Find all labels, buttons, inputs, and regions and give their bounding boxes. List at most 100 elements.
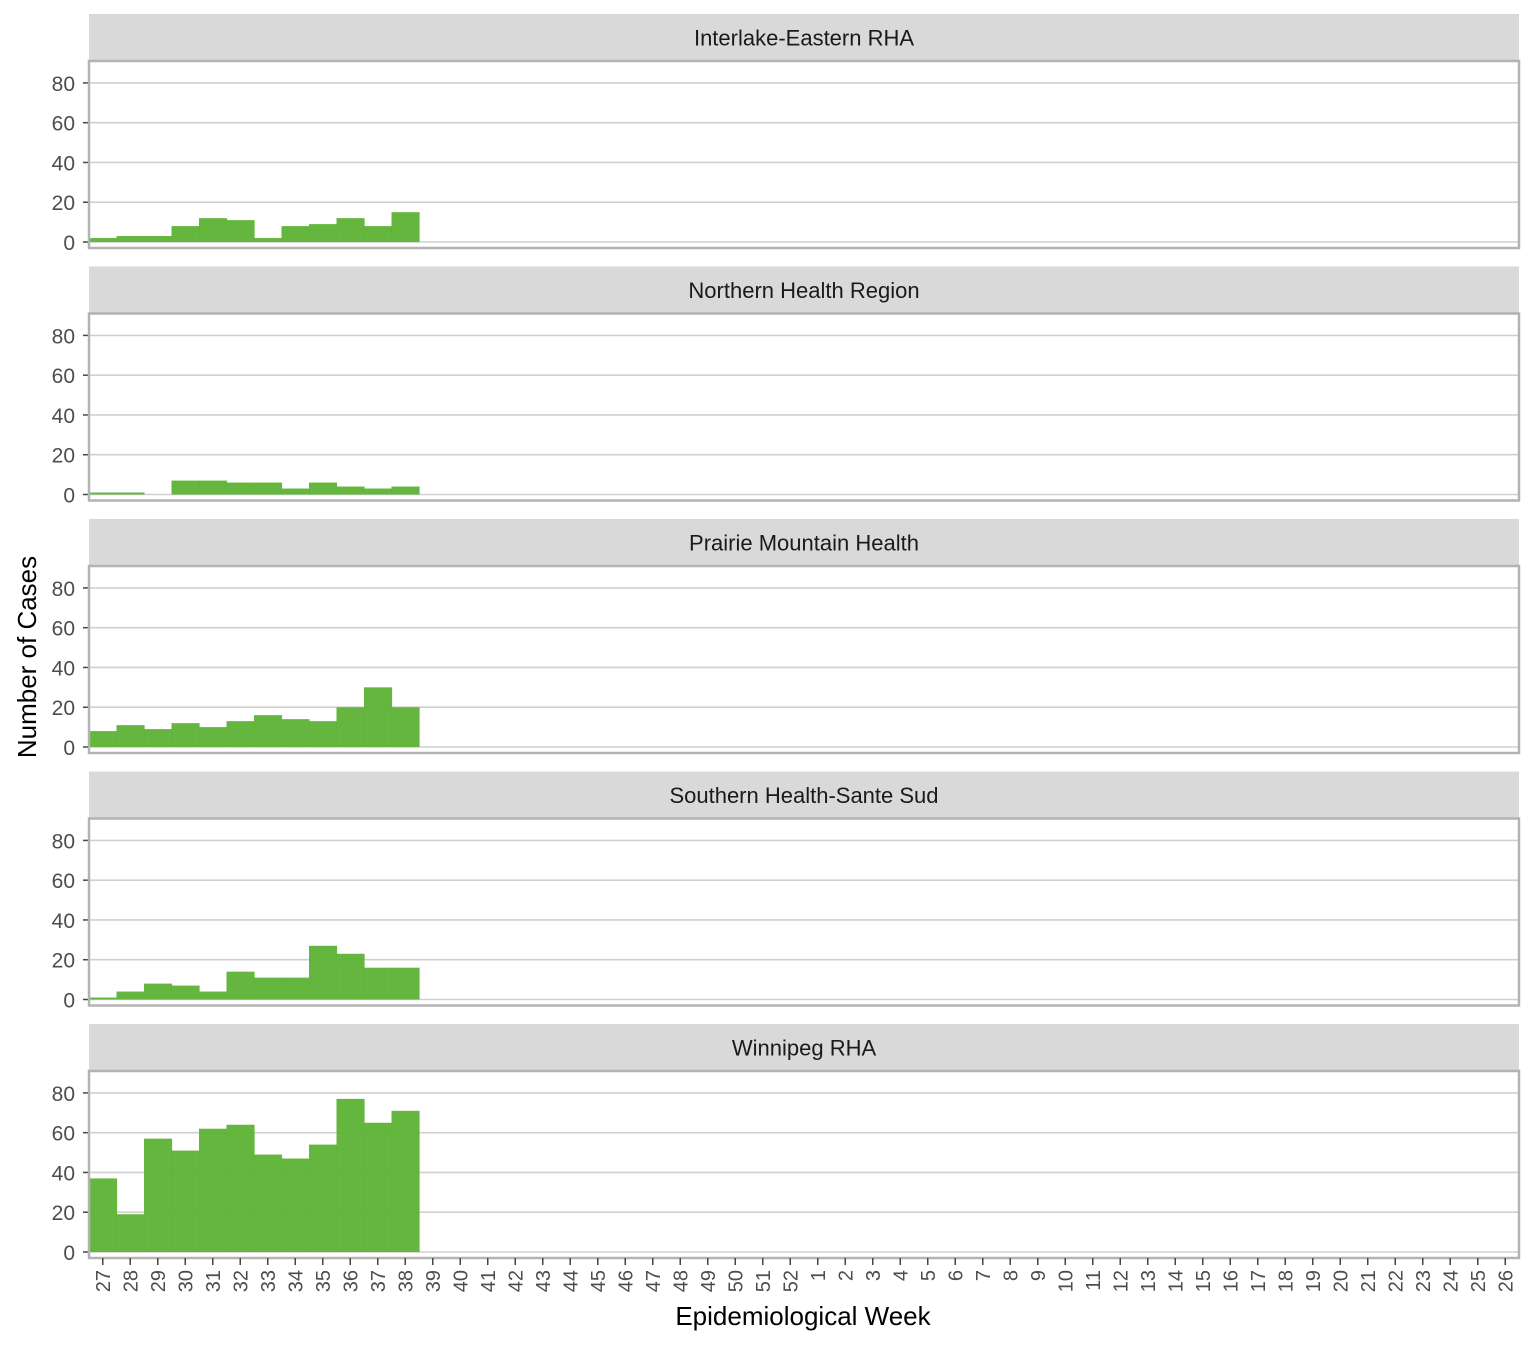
x-tick-label: 5: [918, 1270, 940, 1281]
bar-28: [116, 725, 145, 747]
bar-32: [226, 971, 255, 1000]
x-tick-label: 8: [1000, 1270, 1022, 1281]
bar-36: [336, 218, 365, 242]
x-tick-label: 34: [285, 1270, 307, 1292]
x-tick-label: 39: [423, 1270, 445, 1292]
x-tick-label: 41: [478, 1270, 500, 1292]
x-tick-label: 4: [890, 1270, 912, 1281]
x-tick-label: 18: [1275, 1270, 1297, 1292]
bar-33: [254, 482, 283, 495]
bar-28: [116, 1214, 145, 1252]
y-tick-label: 20: [52, 192, 75, 215]
bar-30: [171, 723, 200, 747]
x-tick-label: 11: [1083, 1270, 1105, 1291]
bar-36: [336, 1098, 365, 1252]
panel-title: Winnipeg RHA: [732, 1036, 877, 1061]
y-tick-label: 0: [63, 485, 75, 508]
bar-33: [254, 1154, 283, 1252]
y-tick-label: 0: [63, 737, 75, 760]
bar-35: [309, 945, 338, 1000]
x-axis-title: Epidemiological Week: [675, 1301, 931, 1331]
x-tick-label: 15: [1193, 1270, 1215, 1292]
y-tick-label: 40: [52, 1162, 75, 1185]
bar-28: [116, 991, 145, 1000]
x-tick-label: 37: [368, 1270, 390, 1292]
y-tick-label: 60: [52, 1123, 75, 1146]
x-tick-label: 42: [505, 1270, 527, 1292]
y-tick-label: 20: [52, 445, 75, 468]
bar-31: [199, 991, 228, 1000]
bar-33: [254, 715, 283, 747]
bar-34: [281, 977, 310, 1000]
panel-border: [87, 312, 1521, 502]
x-tick-label: 43: [533, 1270, 555, 1292]
bar-37: [364, 1122, 393, 1252]
y-tick-label: 80: [52, 1083, 75, 1106]
bar-31: [199, 727, 228, 747]
x-tick-label: 3: [863, 1270, 885, 1281]
y-tick-label: 60: [52, 870, 75, 893]
y-tick-label: 20: [52, 1202, 75, 1225]
bar-37: [364, 488, 393, 495]
panel-title: Interlake-Eastern RHA: [694, 26, 914, 51]
bar-34: [281, 226, 310, 242]
bar-31: [199, 480, 228, 495]
x-tick-label: 30: [175, 1270, 197, 1292]
panel-2: Prairie Mountain Health 0 20 40 60 80: [52, 519, 1521, 760]
x-tick-label: 17: [1248, 1270, 1270, 1292]
x-tick-label: 38: [395, 1270, 417, 1292]
panel-strip: [89, 14, 1519, 61]
bar-31: [199, 1128, 228, 1252]
bar-27: [89, 731, 118, 747]
bar-27: [89, 492, 118, 495]
x-tick-label: 52: [780, 1270, 802, 1292]
bar-38: [391, 1110, 420, 1252]
y-tick-label: 0: [63, 990, 75, 1013]
bar-28: [116, 236, 145, 242]
panel-border: [87, 59, 1521, 250]
y-tick-label: 40: [52, 152, 75, 175]
bar-27: [89, 997, 118, 1000]
x-tick-label: 51: [753, 1270, 775, 1292]
bar-35: [309, 482, 338, 495]
bar-32: [226, 220, 255, 242]
x-tick-label: 21: [1358, 1270, 1380, 1292]
y-tick-label: 60: [52, 365, 75, 388]
x-tick-label: 23: [1413, 1270, 1435, 1292]
bar-30: [171, 480, 200, 495]
x-tick-label: 40: [450, 1270, 472, 1292]
bar-34: [281, 488, 310, 495]
panel-plot-area: [89, 313, 1519, 501]
bar-34: [281, 719, 310, 747]
x-tick-label: 49: [698, 1270, 720, 1292]
bar-30: [171, 985, 200, 1000]
bar-27: [89, 238, 118, 242]
x-tick-label: 16: [1220, 1270, 1242, 1292]
x-tick-label: 26: [1495, 1270, 1517, 1292]
bar-38: [391, 486, 420, 495]
x-tick-label: 27: [93, 1270, 115, 1292]
bar-29: [144, 983, 173, 1000]
panel-strip: [89, 266, 1519, 314]
bar-30: [171, 226, 200, 242]
bar-29: [144, 236, 173, 242]
y-tick-label: 20: [52, 950, 75, 973]
y-tick-label: 80: [52, 830, 75, 853]
panel-strip: [89, 1024, 1519, 1071]
x-tick-label: 32: [230, 1270, 252, 1292]
panel-3: Southern Health-Sante Sud 0 20 40 60 80: [52, 771, 1521, 1013]
x-tick-label: 29: [148, 1270, 170, 1292]
x-axis: 27 28 29 30 31 32 33 34 35 36 37 38 39 40 41 42 43 44 45 46…: [93, 1258, 1517, 1292]
y-tick-label: 0: [63, 1242, 75, 1265]
y-tick-label: 40: [52, 405, 75, 428]
y-tick-label: 80: [52, 578, 75, 601]
bar-33: [254, 238, 283, 242]
bar-31: [199, 218, 228, 242]
x-tick-label: 50: [725, 1270, 747, 1292]
bar-32: [226, 482, 255, 495]
x-tick-label: 14: [1165, 1270, 1187, 1292]
bar-35: [309, 721, 338, 747]
